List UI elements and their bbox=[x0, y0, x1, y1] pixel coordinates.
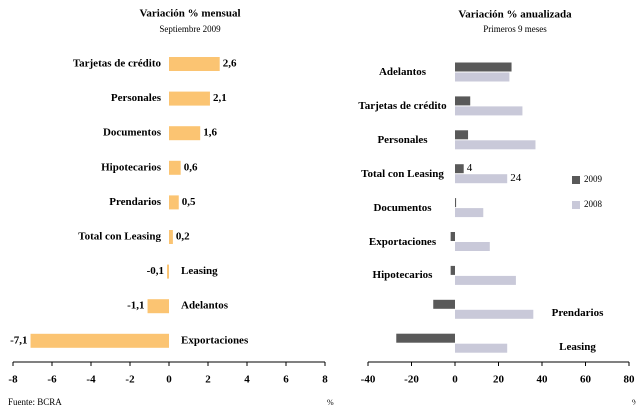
axis-unit: % bbox=[327, 398, 334, 407]
value-label: -0,1 bbox=[147, 265, 164, 277]
bar bbox=[455, 164, 464, 174]
x-tick-label: -20 bbox=[404, 374, 419, 386]
x-tick-label: 0 bbox=[452, 374, 458, 386]
value-label: 0,5 bbox=[182, 196, 196, 208]
category-label: Total con Leasing bbox=[78, 231, 161, 243]
chart-title: Variación % mensual bbox=[139, 8, 240, 20]
category-label: Personales bbox=[111, 92, 162, 104]
x-tick-label: -6 bbox=[47, 374, 57, 386]
chart-title: Variación % anualizada bbox=[458, 9, 572, 21]
value-label: 0,6 bbox=[184, 161, 198, 173]
category-label: Hipotecarios bbox=[101, 161, 162, 173]
bar bbox=[455, 309, 534, 319]
x-tick-label: 80 bbox=[624, 374, 636, 386]
bar bbox=[169, 126, 201, 141]
bar bbox=[169, 91, 210, 106]
category-label: Exportaciones bbox=[368, 235, 437, 248]
bar bbox=[396, 333, 455, 343]
legend-label: 2009 bbox=[584, 174, 603, 184]
value-label: -7,1 bbox=[10, 334, 27, 346]
legend-swatch bbox=[572, 176, 580, 184]
category-label: Documentos bbox=[373, 201, 432, 214]
bar bbox=[455, 343, 508, 353]
bar bbox=[455, 106, 523, 116]
bar bbox=[433, 299, 455, 309]
bar bbox=[30, 333, 169, 348]
category-label: Documentos bbox=[103, 127, 162, 139]
x-tick-label: 4 bbox=[244, 374, 250, 386]
legend-swatch bbox=[572, 201, 580, 209]
bar bbox=[455, 174, 508, 184]
chart-subtitle: Primeros 9 meses bbox=[483, 24, 547, 34]
bar bbox=[455, 72, 510, 82]
category-label: Tarjetas de crédito bbox=[358, 99, 447, 112]
category-label: Adelantos bbox=[378, 66, 427, 78]
x-tick-label: 2 bbox=[205, 374, 211, 386]
bar bbox=[147, 299, 169, 314]
source: Fuente: BCRA bbox=[8, 397, 62, 407]
x-tick-label: -2 bbox=[125, 374, 135, 386]
bar bbox=[455, 130, 469, 140]
bar bbox=[169, 230, 173, 244]
bar bbox=[167, 264, 169, 279]
bar bbox=[169, 160, 181, 175]
value-label: 2,1 bbox=[213, 92, 227, 104]
chart-subtitle: Septiembre 2009 bbox=[159, 24, 221, 34]
value-label: 4 bbox=[467, 162, 473, 174]
category-label: Total con Leasing bbox=[361, 167, 444, 180]
bar bbox=[455, 96, 471, 106]
bar bbox=[450, 232, 455, 241]
x-tick-label: 20 bbox=[493, 374, 505, 386]
category-label: Leasing bbox=[559, 341, 596, 354]
legend-label: 2008 bbox=[584, 199, 603, 209]
category-label: Prendarios bbox=[551, 307, 604, 320]
bar bbox=[455, 208, 484, 218]
bar bbox=[169, 57, 220, 71]
bar bbox=[455, 242, 490, 251]
x-tick-label: 0 bbox=[166, 374, 172, 386]
category-label: Personales bbox=[377, 133, 428, 146]
value-label: 0,2 bbox=[176, 231, 190, 243]
x-tick-label: -4 bbox=[86, 374, 96, 386]
category-label: Adelantos bbox=[181, 300, 229, 312]
x-tick-label: -40 bbox=[361, 374, 376, 386]
value-label: 1,6 bbox=[203, 127, 217, 139]
x-tick-label: 40 bbox=[537, 374, 549, 386]
category-label: Tarjetas de crédito bbox=[73, 58, 162, 70]
value-label: 2,6 bbox=[223, 58, 237, 70]
value-label: 24 bbox=[510, 172, 522, 184]
x-tick-label: 60 bbox=[580, 374, 592, 386]
bar bbox=[455, 62, 512, 72]
bar bbox=[455, 275, 516, 285]
value-label: -1,1 bbox=[127, 300, 144, 312]
bar bbox=[450, 265, 455, 275]
x-tick-label: 8 bbox=[322, 374, 328, 386]
category-label: Leasing bbox=[181, 265, 218, 277]
category-label: Hipotecarios bbox=[372, 269, 433, 282]
x-tick-label: 6 bbox=[283, 374, 289, 386]
axis-unit: % bbox=[632, 398, 636, 407]
bar bbox=[455, 140, 536, 150]
bar bbox=[455, 198, 457, 208]
bar bbox=[169, 195, 179, 210]
category-label: Exportaciones bbox=[181, 334, 249, 346]
x-tick-label: -8 bbox=[8, 374, 18, 386]
category-label: Prendarios bbox=[109, 196, 161, 208]
